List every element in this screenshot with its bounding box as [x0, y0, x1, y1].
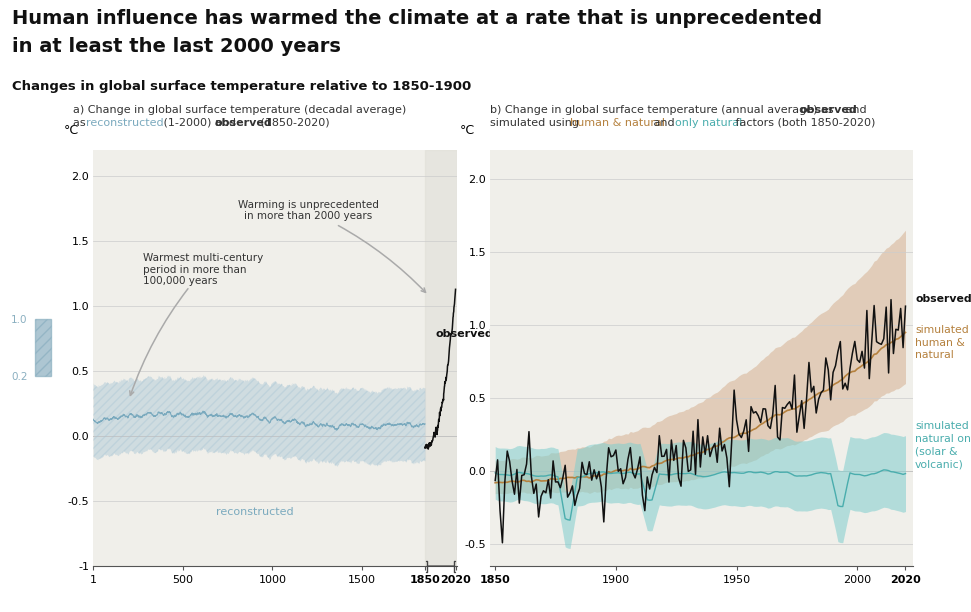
- Text: simulated
human &
natural: simulated human & natural: [915, 325, 969, 360]
- Y-axis label: °C: °C: [459, 124, 475, 138]
- Text: simulated
natural only
(solar &
volcanic): simulated natural only (solar & volcanic…: [915, 420, 971, 469]
- Text: observed: observed: [215, 118, 272, 127]
- Text: (1-2000) and: (1-2000) and: [160, 118, 240, 127]
- Text: Warmest multi-century
period in more than
100,000 years: Warmest multi-century period in more tha…: [130, 253, 263, 395]
- Text: Changes in global surface temperature relative to 1850-1900: Changes in global surface temperature re…: [12, 80, 471, 92]
- Text: (1850-2020): (1850-2020): [257, 118, 330, 127]
- Text: only natural: only natural: [675, 118, 742, 127]
- Text: reconstructed: reconstructed: [216, 507, 293, 517]
- Text: and: and: [650, 118, 678, 127]
- Text: as: as: [73, 118, 89, 127]
- Text: human & natural: human & natural: [570, 118, 665, 127]
- Text: a) Change in global surface temperature (decadal average): a) Change in global surface temperature …: [73, 105, 406, 115]
- Text: reconstructed: reconstructed: [86, 118, 164, 127]
- Text: in at least the last 2000 years: in at least the last 2000 years: [12, 37, 341, 56]
- Text: and: and: [842, 105, 866, 115]
- Text: factors (both 1850-2020): factors (both 1850-2020): [732, 118, 876, 127]
- Bar: [424, 150, 457, 566]
- Bar: [35, 319, 50, 376]
- Text: b) Change in global surface temperature (annual average) as: b) Change in global surface temperature …: [490, 105, 837, 115]
- Text: observed: observed: [915, 294, 971, 304]
- Y-axis label: °C: °C: [64, 124, 79, 138]
- Text: Human influence has warmed the climate at a rate that is unprecedented: Human influence has warmed the climate a…: [12, 9, 821, 28]
- Text: observed: observed: [799, 105, 856, 115]
- Text: Warming is unprecedented
in more than 2000 years: Warming is unprecedented in more than 20…: [238, 200, 425, 293]
- Text: simulated using: simulated using: [490, 118, 583, 127]
- Text: observed: observed: [436, 329, 493, 338]
